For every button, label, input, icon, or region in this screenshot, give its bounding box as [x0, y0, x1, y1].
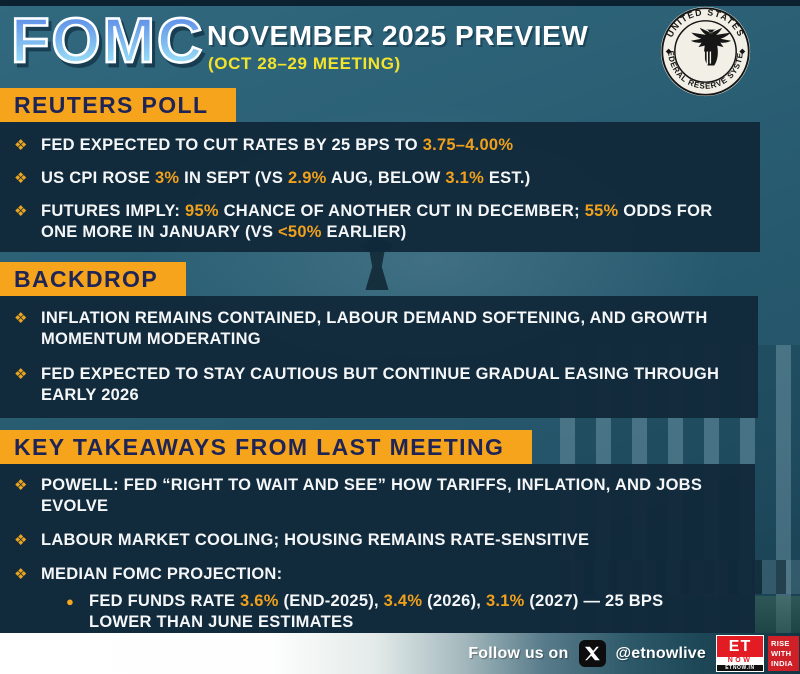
diamond-bullet-icon: ❖: [14, 170, 28, 187]
section-panel: ❖ POWELL: FED “RIGHT TO WAIT AND SEE” HOW…: [0, 464, 755, 633]
bullet-text: INFLATION REMAINS CONTAINED, LABOUR DEMA…: [41, 309, 708, 348]
tagline-line: INDIA: [771, 659, 793, 669]
diamond-bullet-icon: ❖: [14, 137, 28, 154]
bullet-text: FED EXPECTED TO STAY CAUTIOUS BUT CONTIN…: [41, 365, 720, 404]
section-heading-banner: KEY TAKEAWAYS FROM LAST MEETING: [0, 430, 533, 464]
footer-bar: Follow us on @etnowlive ET NOW ETNOW.IN …: [0, 633, 800, 674]
bullet-item: ❖ FED EXPECTED TO STAY CAUTIOUS BUT CONTI…: [14, 364, 732, 406]
meeting-date-subtitle: (OCT 28–29 MEETING): [208, 54, 401, 73]
section-heading-banner: REUTERS POLL: [0, 88, 237, 122]
bullet-text: US CPI ROSE 3% IN SEPT (VS 2.9% AUG, BEL…: [41, 169, 531, 187]
circle-bullet-icon: ●: [66, 594, 74, 609]
bullet-item: ❖ INFLATION REMAINS CONTAINED, LABOUR DEM…: [14, 308, 732, 350]
bullet-item: ❖ FED EXPECTED TO CUT RATES BY 25 BPS TO …: [14, 135, 734, 156]
social-handle: @etnowlive: [615, 644, 706, 662]
rise-with-india-badge: RISE WITH INDIA: [768, 636, 799, 671]
bullet-item: ❖ POWELL: FED “RIGHT TO WAIT AND SEE” HOW…: [14, 475, 729, 517]
etnow-logo: ET NOW ETNOW.IN: [716, 635, 764, 672]
page-title: NOVEMBER 2025 PREVIEW: [207, 20, 589, 51]
bullet-item: ❖ FUTURES IMPLY: 95% CHANCE OF ANOTHER CU…: [14, 201, 734, 243]
tagline-line: RISE: [771, 639, 790, 648]
etnow-logo-site: ETNOW.IN: [717, 665, 763, 671]
sub-bullet-item: ● FED FUNDS RATE 3.6% (END-2025), 3.4% (2…: [66, 591, 729, 633]
section-key-takeaways-from-last-meeting: KEY TAKEAWAYS FROM LAST MEETING ❖ POWELL: …: [0, 430, 800, 633]
federal-reserve-seal-icon: UNITED STATES FEDERAL RESERVE SYSTEM: [659, 5, 751, 97]
diamond-bullet-icon: ❖: [14, 566, 28, 583]
follow-us-label: Follow us on: [468, 644, 569, 662]
seal-eagle-icon: [690, 27, 731, 66]
tagline-line: WITH: [771, 649, 792, 659]
etnow-logo-et: ET: [728, 637, 752, 655]
section-panel: ❖ INFLATION REMAINS CONTAINED, LABOUR DEM…: [0, 296, 758, 418]
bullet-text: POWELL: FED “RIGHT TO WAIT AND SEE” HOW …: [41, 476, 703, 515]
diamond-bullet-icon: ❖: [14, 203, 28, 220]
bullet-item: ❖ US CPI ROSE 3% IN SEPT (VS 2.9% AUG, BE…: [14, 168, 734, 189]
bullet-item: ❖ MEDIAN FOMC PROJECTION:: [14, 564, 729, 585]
bullet-item: ❖ LABOUR MARKET COOLING; HOUSING REMAINS …: [14, 530, 729, 551]
bullet-text: FED FUNDS RATE 3.6% (END-2025), 3.4% (20…: [89, 592, 664, 631]
etnow-logo-now: NOW: [717, 657, 763, 665]
section-reuters-poll: REUTERS POLL ❖ FED EXPECTED TO CUT RATES B…: [0, 88, 800, 252]
section-backdrop: BACKDROP ❖ INFLATION REMAINS CONTAINED, LA…: [0, 262, 800, 418]
bullet-text: LABOUR MARKET COOLING; HOUSING REMAINS R…: [41, 531, 590, 549]
diamond-bullet-icon: ❖: [14, 532, 28, 549]
bullet-text: FUTURES IMPLY: 95% CHANCE OF ANOTHER CUT…: [41, 202, 713, 241]
top-edge-bar: [0, 0, 800, 6]
brand-title-fomc: FOMC: [10, 6, 205, 76]
bullet-text: FED EXPECTED TO CUT RATES BY 25 BPS TO 3…: [41, 136, 514, 154]
section-heading-banner: BACKDROP: [0, 262, 187, 296]
diamond-bullet-icon: ❖: [14, 477, 28, 494]
bullet-text: MEDIAN FOMC PROJECTION:: [41, 565, 283, 583]
section-panel: ❖ FED EXPECTED TO CUT RATES BY 25 BPS TO …: [0, 122, 760, 252]
x-twitter-icon: [579, 640, 607, 667]
diamond-bullet-icon: ❖: [14, 366, 28, 383]
diamond-bullet-icon: ❖: [14, 310, 28, 327]
